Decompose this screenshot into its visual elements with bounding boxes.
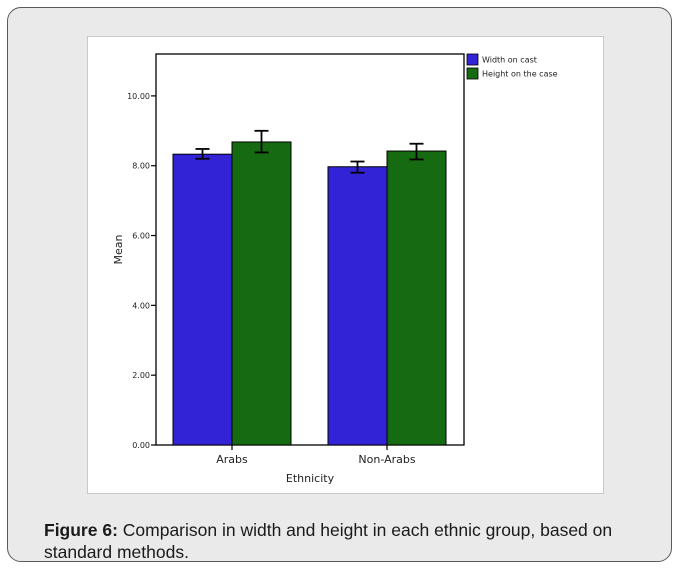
figure-card: 0.00 2.00 4.00 6.00 8.00 10.00 Mean Arabs Non-Ar… (7, 7, 672, 562)
plot-frame (155, 53, 465, 446)
x-axis-title: Ethnicity (286, 472, 335, 485)
legend-swatch (466, 53, 479, 66)
legend-label: Width on cast (482, 56, 537, 65)
figure-caption: Figure 6: Comparison in width and height… (44, 519, 644, 563)
bar-chart: 0.00 2.00 4.00 6.00 8.00 10.00 Mean Arabs Non-Ar… (112, 53, 558, 485)
y-tick-label: 0.00 (132, 441, 150, 450)
legend-swatch (466, 67, 479, 80)
legend-label: Height on the case (482, 70, 558, 79)
y-tick-label: 10.00 (127, 92, 150, 101)
x-tick-label: Non-Arabs (358, 453, 415, 466)
y-tick-label: 4.00 (132, 301, 150, 310)
bar (231, 141, 292, 446)
y-tick-label: 6.00 (132, 232, 150, 241)
y-tick-label: 8.00 (132, 162, 150, 171)
x-tick-label: Arabs (216, 453, 248, 466)
bar (386, 150, 447, 446)
bar (172, 153, 233, 446)
y-tick-label: 2.00 (132, 371, 150, 380)
caption-text: Comparison in width and height in each e… (44, 520, 613, 562)
y-axis-title: Mean (112, 234, 125, 264)
chart-figure: 0.00 2.00 4.00 6.00 8.00 10.00 Mean Arabs Non-Ar… (87, 36, 604, 494)
bar (327, 166, 388, 446)
caption-label: Figure 6: (44, 520, 118, 540)
